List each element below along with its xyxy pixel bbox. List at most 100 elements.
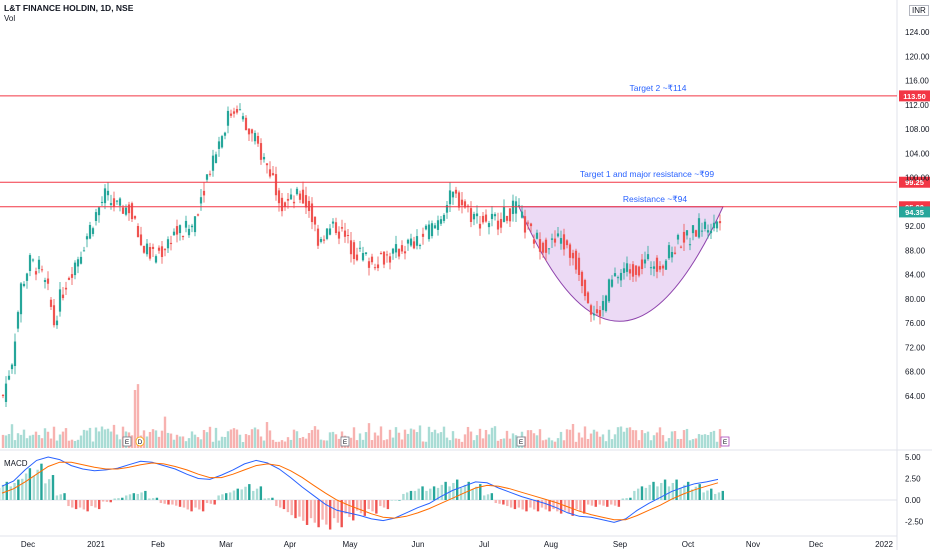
candle-body (511, 200, 515, 214)
candle-body (151, 246, 155, 249)
volume-bar (253, 427, 257, 448)
volume-bar (622, 431, 626, 448)
candle-body (589, 305, 593, 315)
macd-histogram-bar (275, 500, 278, 507)
macd-histogram-bar (171, 500, 174, 505)
candle-body (406, 239, 410, 244)
candle-body (172, 231, 176, 236)
candle-body (637, 266, 641, 276)
candle-body (454, 189, 458, 194)
volume-bar (40, 438, 44, 448)
candle-body (328, 228, 332, 235)
volume-bar (454, 438, 458, 448)
earnings-marker (135, 436, 145, 447)
volume-bar (673, 431, 677, 448)
macd-histogram-bar (67, 500, 70, 507)
volume-bar (508, 438, 512, 448)
macd-histogram-bar (663, 479, 667, 500)
candle-body (613, 273, 617, 277)
macd-histogram-bar (59, 494, 62, 500)
earnings-marker-label: E (343, 439, 348, 446)
volume-bar (187, 438, 191, 448)
macd-histogram-bar (309, 500, 313, 519)
macd-histogram-bar (352, 500, 355, 521)
candle-body (244, 117, 248, 131)
candle-body (715, 221, 719, 229)
volume-bar (295, 431, 299, 448)
volume-bar (250, 429, 254, 448)
candle-body (250, 129, 254, 134)
candle-body (706, 230, 710, 233)
candle-body (394, 244, 398, 253)
macd-histogram-bar (683, 484, 686, 500)
volume-bar (397, 432, 401, 448)
volume-bar (370, 440, 374, 448)
y-tick-label: 92.00 (905, 222, 926, 231)
candle-body (595, 309, 599, 314)
candle-body (100, 201, 104, 203)
volume-bar (616, 427, 620, 448)
candle-body (136, 226, 140, 238)
macd-histogram-bar (228, 492, 232, 500)
macd-histogram-bar (375, 500, 378, 514)
volume-bar (460, 441, 464, 448)
volume-bar (550, 440, 554, 448)
candle-body (22, 283, 26, 287)
candle-body (673, 252, 677, 254)
volume-bar (226, 431, 230, 448)
candle-body (505, 215, 509, 221)
volume-bar (25, 438, 29, 448)
x-tick-label: Nov (746, 540, 760, 549)
volume-bar (403, 429, 407, 448)
x-tick-label: Dec (809, 540, 823, 549)
volume-bar (715, 441, 719, 448)
signal-line (1, 461, 719, 521)
candle-body (526, 222, 530, 224)
macd-histogram-bar (409, 490, 413, 500)
y-tick-label: 104.00 (905, 149, 930, 158)
macd-histogram-bar (336, 500, 340, 523)
earnings-marker (720, 436, 730, 447)
volume-bar (418, 425, 422, 448)
macd-histogram-bar (394, 500, 397, 501)
macd-histogram-bar (413, 490, 417, 500)
candle-body (4, 383, 8, 402)
macd-histogram-bar (232, 490, 236, 500)
volume-bar (97, 431, 101, 448)
volume-bar (655, 432, 659, 448)
candle-body (694, 230, 698, 237)
candle-body (427, 224, 431, 240)
volume-bar (100, 426, 104, 448)
volume-bar (691, 439, 695, 448)
volume-bar (4, 435, 8, 448)
x-tick-label: Mar (219, 540, 233, 549)
volume-bar (565, 429, 569, 448)
volume-bar (94, 427, 98, 448)
volume-bar (103, 429, 107, 448)
macd-histogram-bar (302, 500, 305, 521)
x-tick-label: 2021 (87, 540, 105, 549)
candle-body (91, 228, 95, 234)
candle-body (67, 277, 71, 280)
macd-histogram-bar (286, 500, 290, 513)
volume-bar (160, 430, 164, 448)
candle-body (70, 274, 74, 278)
candle-body (436, 220, 440, 230)
candle-body (433, 225, 437, 229)
volume-bar (676, 439, 680, 448)
volume-bar (682, 430, 686, 448)
candle-body (514, 201, 518, 214)
candle-body (508, 208, 512, 222)
candle-body (463, 201, 467, 208)
candle-body (664, 260, 668, 270)
macd-histogram-bar (644, 487, 648, 500)
candle-body (16, 312, 20, 329)
macd-histogram-bar (502, 500, 505, 505)
volume-bar (376, 435, 380, 448)
volume-bar (352, 427, 356, 448)
horizontal-lines: Target 2 ~₹114 113.50 Target 1 and major r… (0, 83, 930, 447)
volume-bar (349, 437, 353, 448)
volume-bar (463, 434, 467, 448)
volume-bar (625, 427, 629, 448)
